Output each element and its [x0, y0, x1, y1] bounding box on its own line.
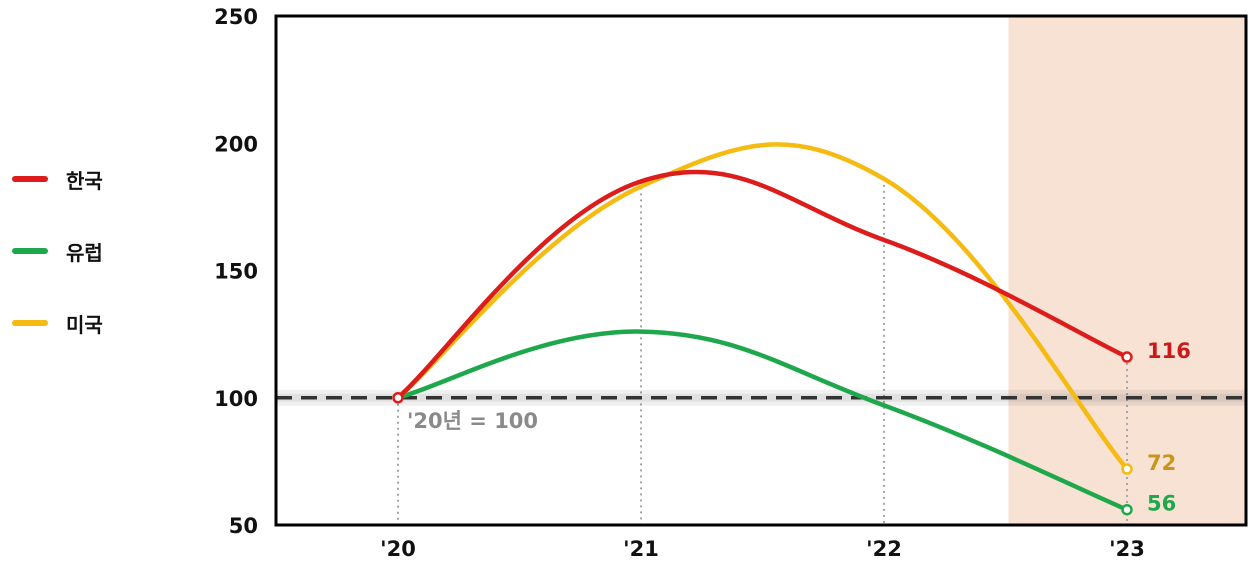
x-tick-label: '22	[866, 537, 902, 561]
legend-item-europe: 유럽	[12, 236, 103, 266]
y-tick-label: 250	[214, 5, 258, 29]
y-tick-label: 100	[214, 387, 258, 411]
baseline-label: '20년 = 100	[407, 409, 538, 433]
legend-swatch-europe	[12, 248, 48, 254]
legend-item-korea: 한국	[12, 164, 103, 194]
x-tick-label: '20	[380, 537, 416, 561]
x-tick-label: '23	[1109, 537, 1145, 561]
y-tick-label: 200	[214, 132, 258, 156]
data-label: 72	[1147, 451, 1176, 475]
legend-label-korea: 한국	[66, 168, 103, 193]
legend-item-usa: 미국	[12, 308, 103, 338]
legend-swatch-korea	[12, 176, 48, 182]
end-point	[1121, 463, 1133, 475]
series-line	[395, 169, 1130, 400]
data-label: 116	[1147, 339, 1191, 363]
legend-label-usa: 미국	[66, 312, 103, 337]
series-line	[395, 329, 1130, 512]
end-point	[1121, 503, 1133, 516]
legend: 한국 유럽 미국	[12, 164, 103, 380]
end-point	[1121, 351, 1133, 363]
series-line	[395, 142, 1130, 472]
x-tick-label: '21	[623, 537, 659, 561]
legend-swatch-usa	[12, 320, 48, 326]
highlight-region	[1008, 16, 1246, 525]
y-tick-label: 50	[229, 514, 258, 538]
start-point	[392, 392, 404, 404]
y-tick-label: 150	[214, 260, 258, 284]
plot-frame	[274, 14, 1248, 527]
data-label: 56	[1147, 492, 1176, 516]
legend-label-europe: 유럽	[66, 240, 103, 265]
